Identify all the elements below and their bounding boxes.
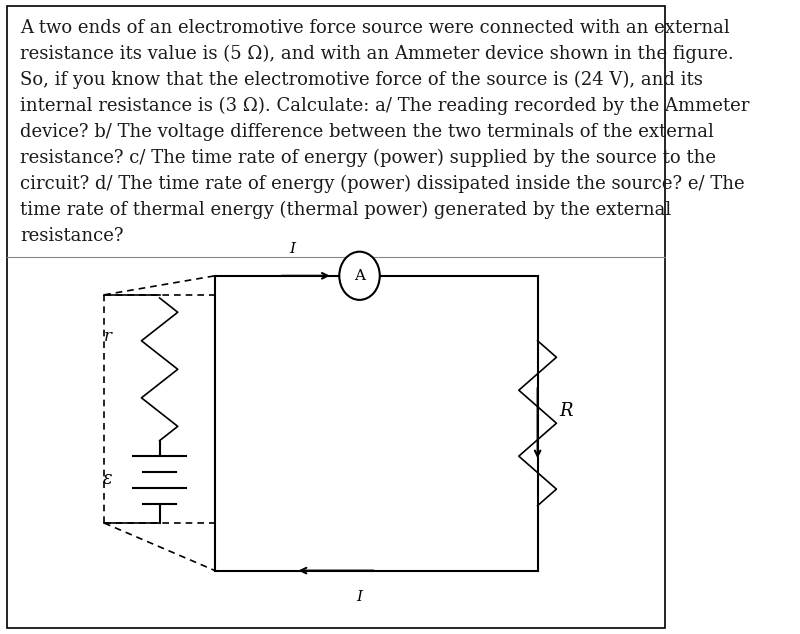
Ellipse shape	[339, 252, 380, 300]
Text: I: I	[290, 242, 295, 256]
Text: R: R	[559, 401, 573, 420]
Text: A: A	[354, 269, 365, 283]
Text: I: I	[357, 590, 362, 604]
Text: r: r	[103, 328, 111, 344]
Text: A two ends of an electromotive force source were connected with an external
resi: A two ends of an electromotive force sou…	[20, 19, 750, 245]
Text: ε: ε	[102, 470, 112, 488]
